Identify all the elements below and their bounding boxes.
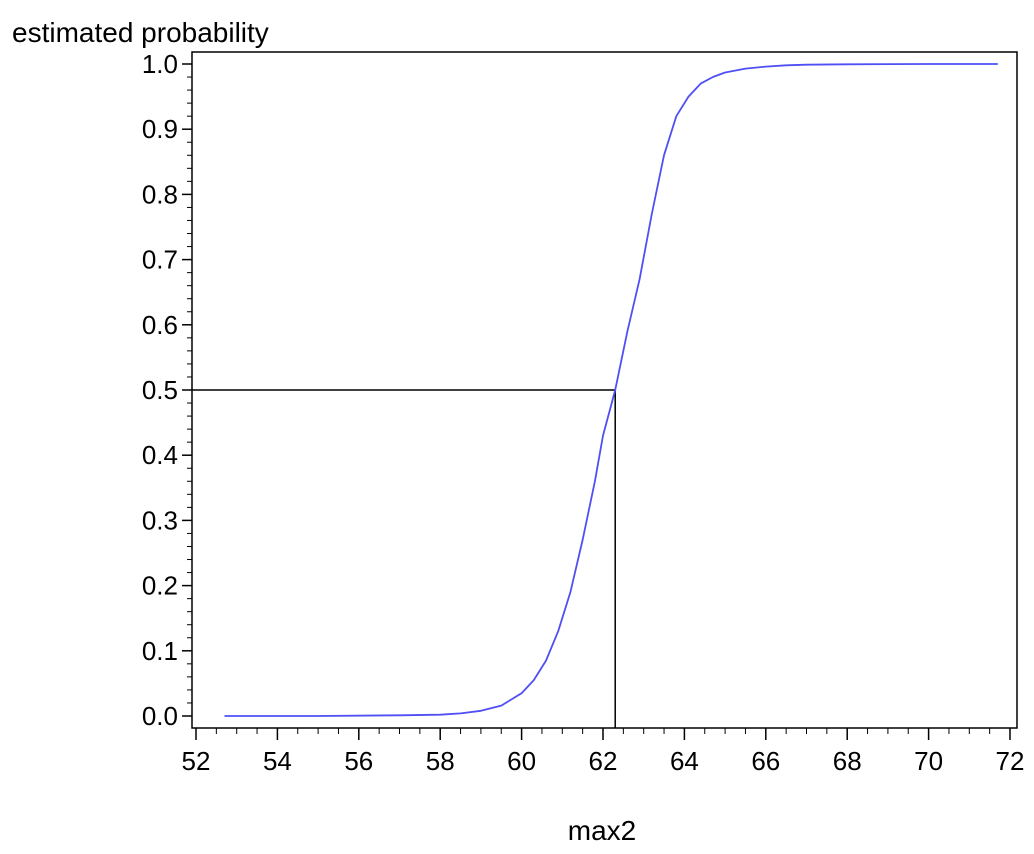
y-tick-label: 0.6 [142, 310, 178, 340]
y-tick-label: 0.8 [142, 179, 178, 209]
y-tick-label: 0.4 [142, 440, 178, 470]
x-tick-label: 52 [182, 746, 211, 776]
x-tick-label: 70 [914, 746, 943, 776]
x-tick-label: 68 [833, 746, 862, 776]
x-tick-label: 56 [344, 746, 373, 776]
y-tick-label: 0.0 [142, 701, 178, 731]
y-tick-label: 1.0 [142, 49, 178, 79]
x-tick-label: 60 [507, 746, 536, 776]
y-tick-label: 0.5 [142, 375, 178, 405]
x-tick-label: 62 [589, 746, 618, 776]
y-tick-label: 0.3 [142, 505, 178, 535]
y-tick-label: 0.2 [142, 571, 178, 601]
plot-area: 0.0 0.1 0.2 0.3 0.4 0.5 0.6 0.7 0.8 0.9 1.0 52 54 56 5… [142, 49, 1025, 776]
y-axis-title: estimated probability [12, 17, 269, 48]
x-tick-label: 54 [263, 746, 292, 776]
x-axis-title: max2 [568, 815, 636, 846]
x-tick-label: 64 [670, 746, 699, 776]
x-tick-label: 66 [751, 746, 780, 776]
x-tick-label: 58 [426, 746, 455, 776]
x-tick-label: 72 [996, 746, 1025, 776]
y-tick-label: 0.1 [142, 636, 178, 666]
series-line-probability-curve [224, 63, 998, 717]
y-tick-label: 0.7 [142, 245, 178, 275]
y-tick-label: 0.9 [142, 114, 178, 144]
